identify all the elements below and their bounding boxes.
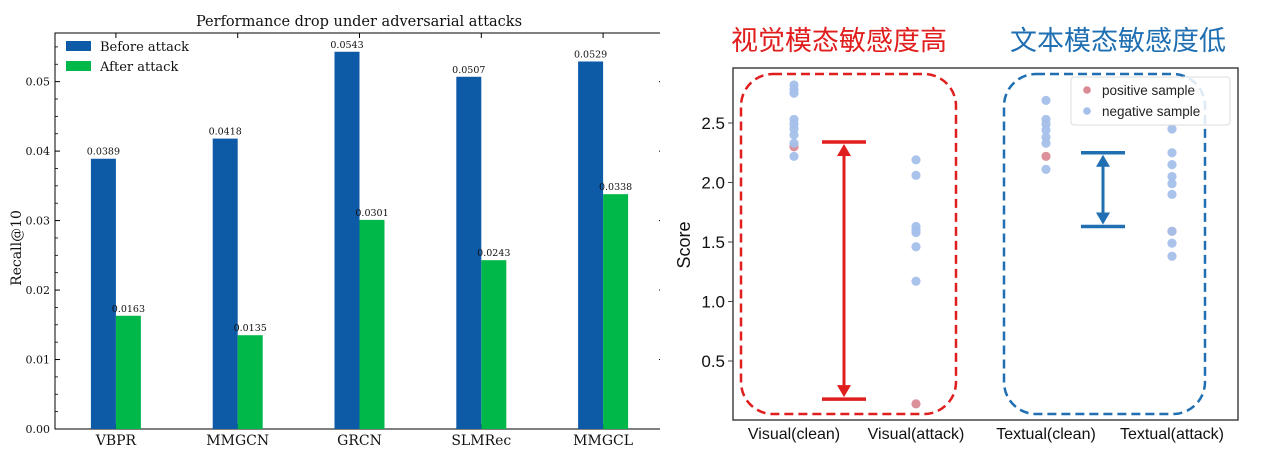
x-tick-label: Visual(clean) xyxy=(748,426,840,443)
negative-point xyxy=(911,276,921,286)
negative-point xyxy=(911,170,921,180)
x-tick-label: Textual(clean) xyxy=(996,426,1096,443)
data-label: 0.0543 xyxy=(330,40,363,51)
visual-range-arrow xyxy=(822,140,866,401)
x-tick-label-vbpr: VBPR xyxy=(95,433,137,449)
x-tick-label-mmgcn: MMGCN xyxy=(206,433,269,449)
y-tick-label: 0.00 xyxy=(26,423,51,436)
arrow-head-down xyxy=(837,385,851,398)
positive-point xyxy=(911,399,921,409)
data-label: 0.0135 xyxy=(234,323,267,334)
x-tick-label: Visual(attack) xyxy=(868,426,965,443)
chart-title: Performance drop under adversarial attac… xyxy=(196,14,522,30)
negative-point xyxy=(911,227,921,238)
negative-point xyxy=(789,151,799,161)
negative-point xyxy=(789,138,799,148)
data-label: 0.0418 xyxy=(209,127,242,138)
legend-marker xyxy=(1083,86,1091,94)
negative-point xyxy=(1167,160,1177,170)
y-tick-label: 0.03 xyxy=(26,215,51,228)
y-axis-label: Score xyxy=(674,221,694,268)
data-label: 0.0389 xyxy=(87,147,120,158)
legend-label: positive sample xyxy=(1102,83,1195,98)
legend-swatch-before xyxy=(66,41,91,51)
negative-point xyxy=(1167,124,1177,134)
negative-point xyxy=(1041,125,1051,135)
legend-marker xyxy=(1083,107,1091,115)
bar-before-grcn xyxy=(334,51,360,429)
negative-point xyxy=(1167,179,1177,189)
y-tick-label: 2.5 xyxy=(701,114,725,133)
legend-label: negative sample xyxy=(1102,104,1200,119)
arrow-head-up xyxy=(1096,154,1110,167)
negative-point xyxy=(911,155,921,165)
legend-swatch-after xyxy=(66,61,91,71)
negative-point xyxy=(1167,251,1177,261)
data-label: 0.0529 xyxy=(574,49,607,60)
bar-chart: Performance drop under adversarial attac… xyxy=(9,14,660,449)
data-label: 0.0507 xyxy=(452,65,485,76)
bar-after-mmgcl xyxy=(603,194,629,429)
data-label: 0.0301 xyxy=(355,208,388,219)
y-tick-label: 0.01 xyxy=(26,354,51,367)
legend-label: Before attack xyxy=(100,40,189,55)
positive-point xyxy=(1041,151,1051,161)
negative-point xyxy=(789,88,799,98)
y-axis-label: Recall@10 xyxy=(9,210,25,286)
bar-before-mmgcl xyxy=(578,61,604,429)
arrow-head-down xyxy=(1096,212,1110,225)
legend-box xyxy=(1070,76,1231,126)
data-label: 0.0243 xyxy=(477,248,510,259)
data-label: 0.0338 xyxy=(599,182,632,193)
x-tick-label-grcn: GRCN xyxy=(337,433,382,449)
negative-point xyxy=(1167,238,1177,248)
y-tick-label: 0.05 xyxy=(26,76,51,89)
negative-point xyxy=(1041,164,1051,175)
bar-after-vbpr xyxy=(115,315,141,429)
y-tick-label: 1.5 xyxy=(701,233,725,252)
negative-point xyxy=(1167,226,1177,236)
y-tick-label: 1.0 xyxy=(701,293,725,312)
bar-after-mmgcn xyxy=(237,335,263,429)
y-tick-label: 0.02 xyxy=(26,284,51,297)
negative-point xyxy=(911,242,921,252)
visual-sensitivity-annotation: 视觉模态敏感度高 xyxy=(731,26,947,56)
x-tick-label-mmgcl: MMGCL xyxy=(573,433,633,449)
negative-point xyxy=(1167,189,1177,199)
negative-point xyxy=(1167,171,1177,182)
scatter-chart: 视觉模态敏感度高 文本模态敏感度低 Score 0.5 1.0 1.5 2.0 2.5 V… xyxy=(674,26,1239,443)
negative-point xyxy=(1041,138,1051,148)
negative-point xyxy=(1167,148,1177,158)
bar-after-slmrec xyxy=(481,260,507,429)
y-tick-label: 0.5 xyxy=(701,352,725,371)
textual-range-arrow xyxy=(1081,151,1125,229)
bar-before-slmrec xyxy=(456,76,482,429)
negative-point xyxy=(1041,95,1051,105)
y-tick-label: 2.0 xyxy=(701,174,725,193)
textual-group-box xyxy=(1002,72,1207,416)
visual-group-box xyxy=(739,72,958,416)
data-label: 0.0163 xyxy=(112,304,145,315)
bar-before-vbpr xyxy=(90,158,116,429)
legend-label: After attack xyxy=(99,60,178,75)
plot-frame xyxy=(732,67,1239,421)
bar-before-mmgcn xyxy=(212,138,238,429)
x-tick-label: Textual(attack) xyxy=(1120,426,1224,443)
negative-point xyxy=(789,130,799,140)
arrow-head-up xyxy=(837,144,851,157)
x-tick-label-slmrec: SLMRec xyxy=(451,433,511,449)
y-tick-label: 0.04 xyxy=(26,145,51,158)
bar-after-grcn xyxy=(359,219,385,429)
textual-sensitivity-annotation: 文本模态敏感度低 xyxy=(1010,26,1226,56)
